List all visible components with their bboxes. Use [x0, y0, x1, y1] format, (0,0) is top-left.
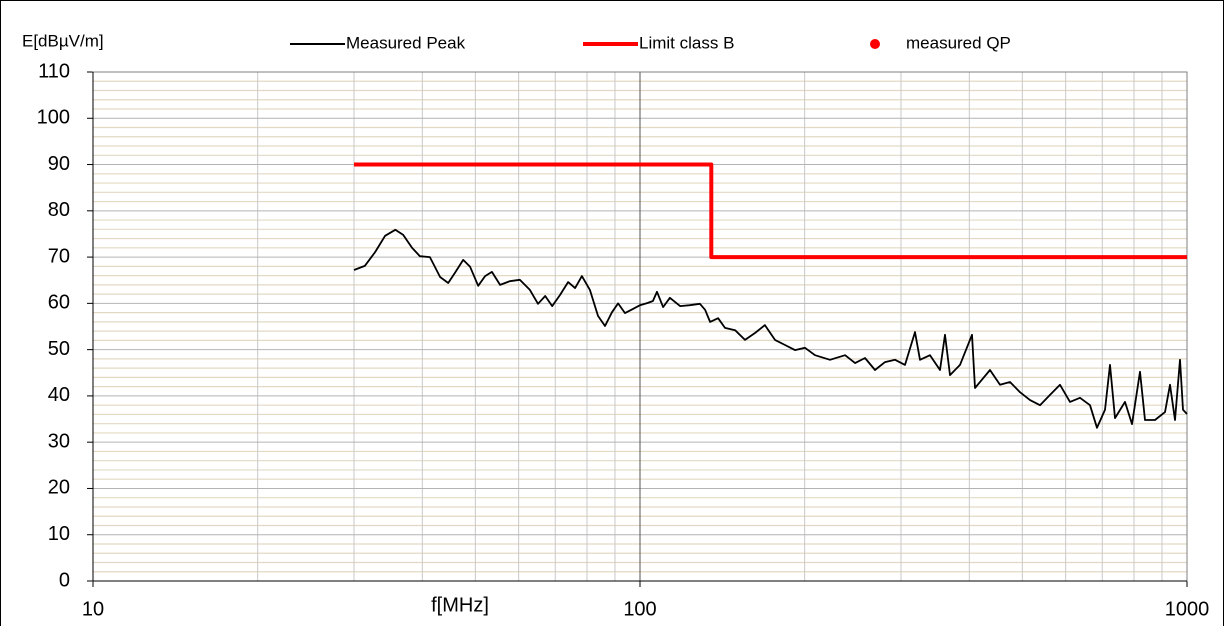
y-tick-label: 20: [48, 477, 70, 499]
y-tick-label: 100: [37, 107, 70, 129]
y-tick-label: 110: [38, 60, 70, 82]
y-tick-label: 60: [48, 292, 70, 314]
y-tick-label: 30: [48, 430, 70, 452]
y-tick-label: 90: [48, 153, 70, 175]
legend-label: Limit class B: [639, 33, 734, 52]
y-tick-label: 40: [48, 384, 70, 406]
x-tick-label: 1000: [1165, 598, 1210, 620]
y-tick-label: 70: [48, 245, 70, 267]
y-tick-label: 50: [48, 338, 70, 360]
y-tick-label: 0: [59, 569, 70, 591]
legend-swatch: [870, 39, 880, 49]
legend-label: measured QP: [906, 33, 1011, 52]
x-tick-label: 100: [623, 598, 656, 620]
series-line: [353, 228, 1188, 429]
x-tick-label: 10: [82, 598, 104, 620]
series-line: [354, 162, 1187, 260]
x-axis-label: f[MHz]: [431, 594, 489, 616]
y-axis-label: E[dBµV/m]: [22, 31, 104, 50]
legend-label: Measured Peak: [346, 33, 466, 52]
y-tick-label: 80: [48, 199, 70, 221]
y-tick-label: 10: [48, 523, 70, 545]
